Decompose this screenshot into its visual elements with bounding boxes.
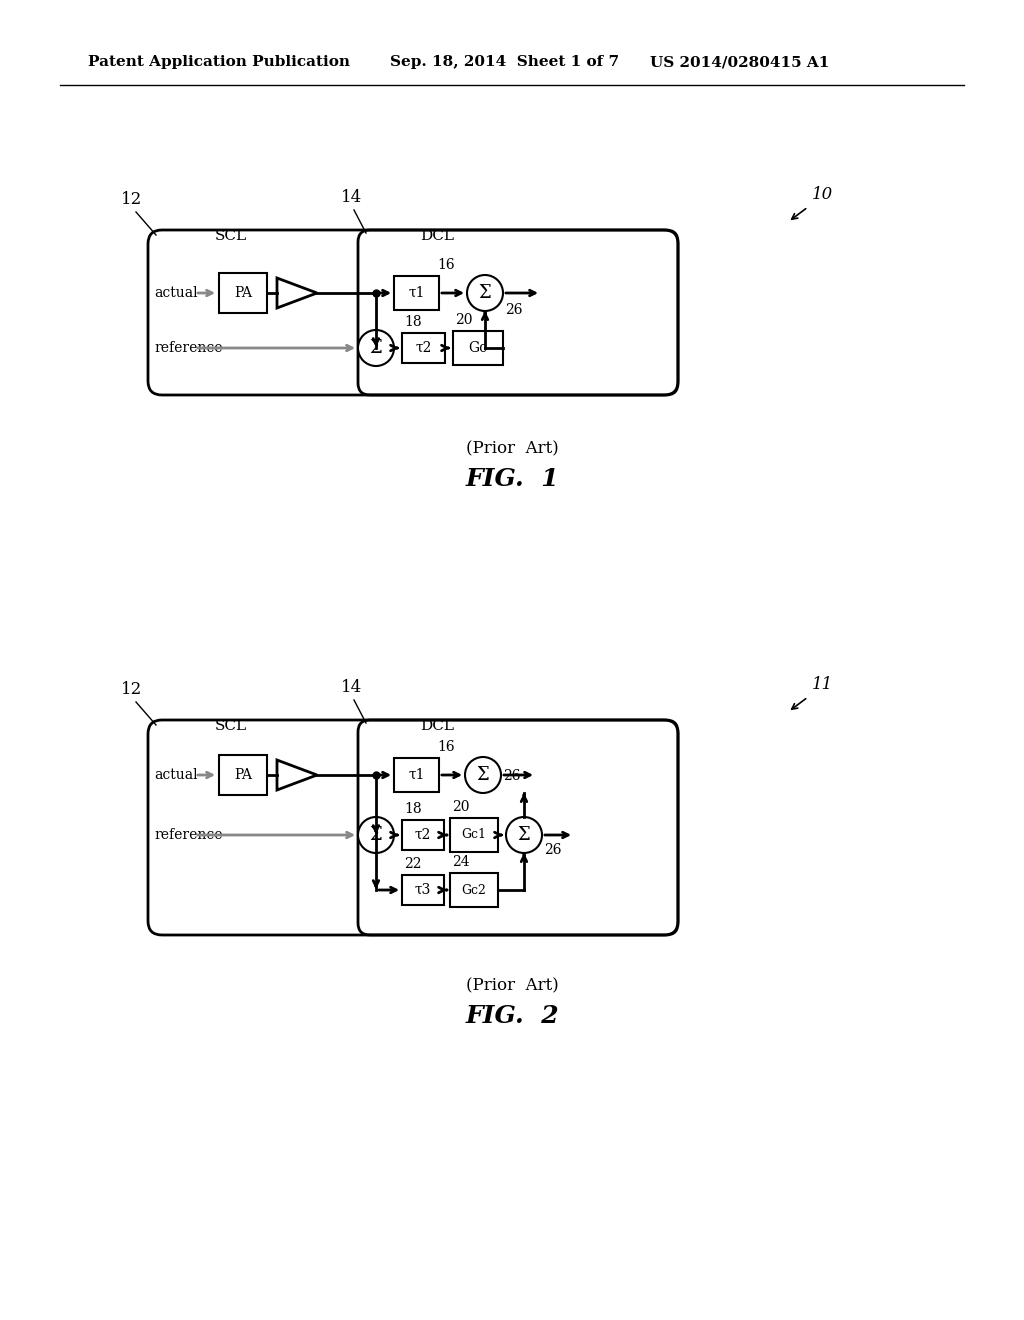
Text: Σ: Σ: [370, 826, 382, 843]
Text: τ2: τ2: [416, 341, 432, 355]
Bar: [402, 875, 444, 906]
Text: 20: 20: [455, 313, 472, 327]
Text: 20: 20: [452, 800, 469, 814]
Text: 12: 12: [122, 191, 142, 209]
Text: 26: 26: [505, 304, 522, 317]
Text: 14: 14: [341, 189, 362, 206]
Text: PA: PA: [234, 286, 252, 300]
Text: reference: reference: [154, 341, 222, 355]
Text: reference: reference: [154, 828, 222, 842]
Text: DCL: DCL: [420, 719, 454, 733]
Text: 12: 12: [122, 681, 142, 698]
Text: τ1: τ1: [409, 768, 425, 781]
Circle shape: [467, 275, 503, 312]
Text: Σ: Σ: [370, 339, 382, 356]
Polygon shape: [278, 279, 317, 308]
Text: 16: 16: [437, 257, 455, 272]
Text: US 2014/0280415 A1: US 2014/0280415 A1: [650, 55, 829, 69]
Bar: [219, 755, 267, 795]
Text: Gc2: Gc2: [462, 883, 486, 896]
Bar: [453, 331, 503, 366]
Circle shape: [358, 330, 394, 366]
Text: τ1: τ1: [409, 286, 425, 300]
Bar: [450, 873, 498, 907]
Text: 26: 26: [503, 770, 520, 783]
Text: Σ: Σ: [476, 766, 489, 784]
Circle shape: [358, 817, 394, 853]
Text: 16: 16: [437, 741, 455, 754]
Text: FIG.  1: FIG. 1: [465, 467, 559, 491]
Text: Patent Application Publication: Patent Application Publication: [88, 55, 350, 69]
Text: 18: 18: [404, 315, 422, 329]
Text: 22: 22: [404, 857, 422, 871]
Circle shape: [506, 817, 542, 853]
Bar: [402, 333, 445, 363]
Text: 14: 14: [341, 678, 362, 696]
Text: 11: 11: [812, 676, 834, 693]
Polygon shape: [278, 760, 317, 789]
Bar: [394, 758, 439, 792]
Text: τ3: τ3: [415, 883, 431, 898]
Text: 18: 18: [404, 803, 422, 816]
Text: SCL: SCL: [215, 719, 247, 733]
Text: Sep. 18, 2014  Sheet 1 of 7: Sep. 18, 2014 Sheet 1 of 7: [390, 55, 620, 69]
Text: FIG.  2: FIG. 2: [465, 1005, 559, 1028]
Text: Σ: Σ: [478, 284, 492, 302]
Bar: [450, 818, 498, 851]
Circle shape: [465, 756, 501, 793]
Text: Gc: Gc: [469, 341, 487, 355]
Bar: [402, 820, 444, 850]
Text: PA: PA: [234, 768, 252, 781]
Text: (Prior  Art): (Prior Art): [466, 977, 558, 994]
Text: DCL: DCL: [420, 228, 454, 243]
Text: Σ: Σ: [517, 826, 530, 843]
Text: SCL: SCL: [215, 228, 247, 243]
Text: (Prior  Art): (Prior Art): [466, 440, 558, 457]
Text: actual: actual: [154, 768, 198, 781]
Text: Gc1: Gc1: [462, 829, 486, 842]
Bar: [219, 273, 267, 313]
Text: 26: 26: [544, 843, 561, 857]
Text: 10: 10: [812, 186, 834, 203]
Text: τ2: τ2: [415, 828, 431, 842]
Text: actual: actual: [154, 286, 198, 300]
Bar: [394, 276, 439, 310]
Text: 24: 24: [452, 855, 470, 869]
